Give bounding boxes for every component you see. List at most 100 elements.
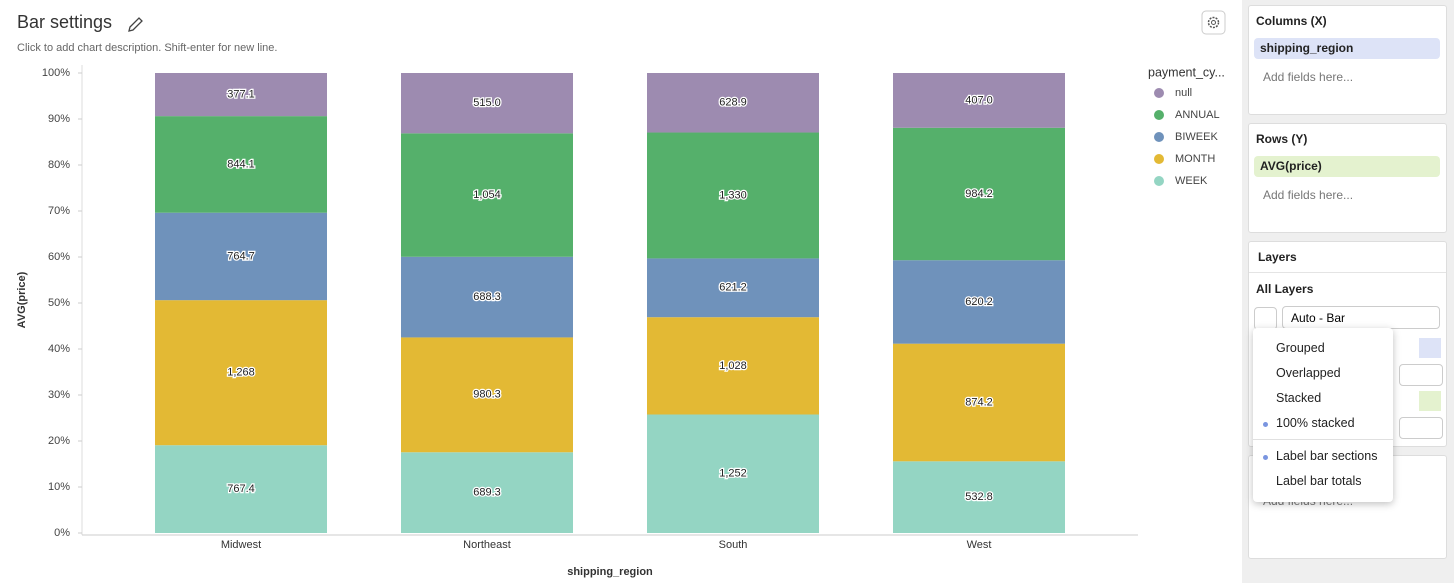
data-label: 1,054	[473, 189, 501, 201]
menu-item[interactable]: Label bar sections	[1276, 449, 1378, 463]
bar-segment	[401, 133, 573, 257]
input	[1399, 417, 1443, 439]
bar-mode-menu: Grouped Overlapped Stacked 100% stacked Labe…	[1253, 328, 1393, 502]
placeholder[interactable]: Add fields here...	[1263, 188, 1354, 202]
legend-label: WEEK	[1175, 175, 1208, 187]
y-tick-label: 40%	[48, 343, 70, 355]
legend-marker	[1154, 132, 1164, 142]
y-tick-label: 90%	[48, 113, 70, 125]
bar-segment	[401, 73, 573, 134]
columns-card: Columns (X) shipping_region Add fields h…	[1248, 5, 1447, 115]
y-tick-label: 10%	[48, 481, 70, 493]
data-label: 689.3	[473, 487, 501, 499]
y-tick-label: 0%	[54, 527, 70, 539]
legend-label: null	[1175, 87, 1192, 99]
legend-label: BIWEEK	[1175, 131, 1218, 143]
bar-segment	[647, 414, 819, 533]
data-label: 980.3	[473, 389, 501, 401]
legend-marker	[1154, 154, 1164, 164]
mark-type-select[interactable]: Auto - Bar	[1282, 306, 1440, 329]
bar-segment	[647, 73, 819, 133]
data-label: 688.3	[473, 291, 501, 303]
data-label: 764.7	[227, 250, 255, 262]
menu-divider	[1253, 439, 1393, 440]
x-axis-title: shipping_region	[567, 566, 653, 578]
data-label: 874.2	[965, 396, 993, 408]
data-label: 767.4	[227, 483, 255, 495]
bar-segment	[647, 317, 819, 415]
card-title: Layers	[1258, 250, 1297, 264]
chart-subtitle[interactable]: Click to add chart description. Shift-en…	[17, 42, 277, 54]
legend-label: MONTH	[1175, 153, 1215, 165]
data-label: 1,252	[719, 468, 747, 480]
menu-item[interactable]: Stacked	[1276, 391, 1322, 405]
bar-segment	[893, 127, 1065, 261]
menu-item[interactable]: Grouped	[1276, 341, 1325, 355]
bar-segment	[155, 73, 327, 117]
placeholder[interactable]: Add fields here...	[1263, 70, 1354, 84]
divider	[1249, 272, 1446, 273]
field-pill[interactable]: AVG(price)	[1254, 156, 1440, 177]
legend-marker	[1154, 176, 1164, 186]
bar-segment	[401, 256, 573, 338]
input	[1399, 364, 1443, 386]
x-tick-label: Northeast	[463, 539, 511, 551]
bar-segment	[401, 337, 573, 453]
card-title: Columns (X)	[1256, 14, 1327, 28]
data-label: 621.2	[719, 282, 747, 294]
field-pill[interactable]: shipping_region	[1254, 38, 1440, 59]
legend-label: ANNUAL	[1175, 109, 1220, 121]
edit-icon[interactable]	[128, 17, 143, 32]
layer-group[interactable]: All Layers	[1256, 282, 1314, 296]
selected-dot	[1263, 422, 1268, 427]
bar-segment	[401, 452, 573, 533]
y-tick-label: 80%	[48, 159, 70, 171]
bar-segment	[893, 461, 1065, 533]
y-tick-label: 30%	[48, 389, 70, 401]
legend-marker	[1154, 88, 1164, 98]
legend-title: payment_cy...	[1148, 65, 1225, 79]
rows-card: Rows (Y) AVG(price) Add fields here...	[1248, 123, 1447, 233]
x-tick-label: West	[967, 539, 992, 551]
y-tick-label: 100%	[42, 67, 70, 79]
menu-item[interactable]: Overlapped	[1276, 366, 1341, 380]
y-tick-label: 60%	[48, 251, 70, 263]
data-label: 407.0	[965, 94, 993, 106]
data-label: 628.9	[719, 97, 747, 109]
bar-segment	[647, 132, 819, 259]
data-label: 1,330	[719, 189, 747, 201]
data-label: 1,028	[719, 360, 747, 372]
bar-segment	[647, 258, 819, 318]
data-label: 620.2	[965, 296, 993, 308]
chart: Bar settings Click to add chart descript…	[16, 10, 1226, 578]
x-tick-label: Midwest	[221, 539, 261, 551]
field-pill	[1419, 338, 1441, 358]
y-tick-label: 70%	[48, 205, 70, 217]
menu-item[interactable]: Label bar totals	[1276, 474, 1362, 488]
card-title: Rows (Y)	[1256, 132, 1308, 146]
bar-segment	[893, 343, 1065, 462]
data-label: 377.1	[227, 88, 255, 100]
bar-segment	[155, 116, 327, 213]
y-tick-label: 50%	[48, 297, 70, 309]
legend-marker	[1154, 110, 1164, 120]
selected-dot	[1263, 455, 1268, 460]
y-tick-label: 20%	[48, 435, 70, 447]
bar-segment	[155, 445, 327, 533]
bar-segment	[155, 212, 327, 301]
data-label: 532.8	[965, 491, 993, 503]
bar-segment	[893, 73, 1065, 128]
layer-settings[interactable]	[1254, 307, 1277, 330]
data-label: 515.0	[473, 97, 501, 109]
data-label: 1,268	[227, 367, 255, 379]
x-tick-label: South	[719, 539, 748, 551]
menu-item[interactable]: 100% stacked	[1276, 416, 1355, 430]
y-axis-title: AVG(price)	[16, 271, 28, 328]
chart-title[interactable]: Bar settings	[17, 12, 112, 32]
field-pill	[1419, 391, 1441, 411]
data-label: 984.2	[965, 188, 993, 200]
bar-segment	[893, 260, 1065, 344]
data-label: 844.1	[227, 158, 255, 170]
settings-button[interactable]	[1201, 10, 1226, 35]
